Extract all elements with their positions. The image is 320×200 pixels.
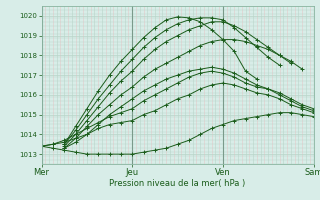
- X-axis label: Pression niveau de la mer( hPa ): Pression niveau de la mer( hPa ): [109, 179, 246, 188]
